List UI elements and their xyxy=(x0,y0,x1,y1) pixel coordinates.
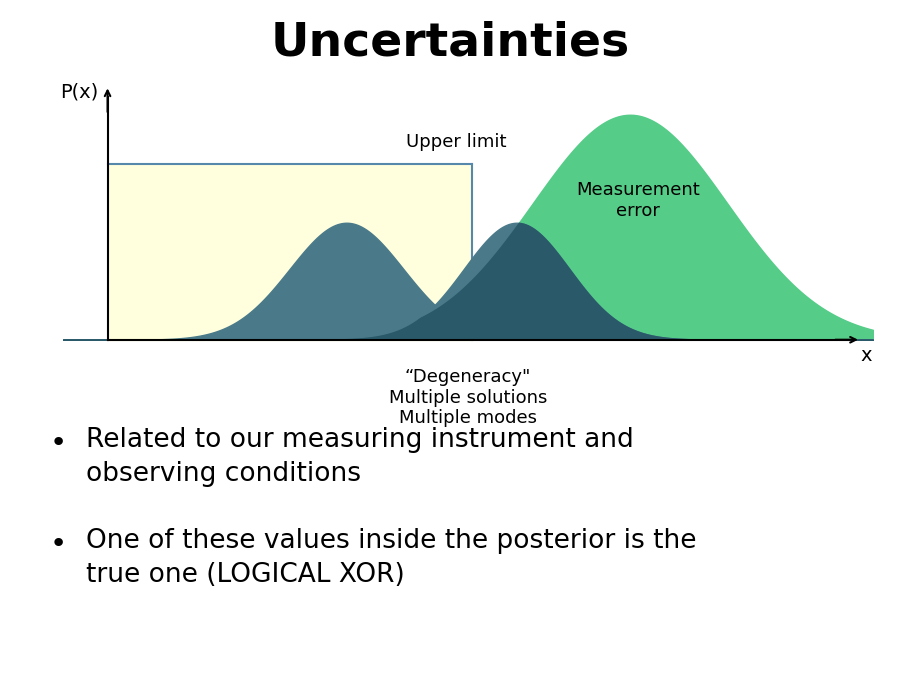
Text: Measurement
error: Measurement error xyxy=(576,181,700,219)
Text: Uncertainties: Uncertainties xyxy=(270,20,630,65)
Polygon shape xyxy=(108,164,472,340)
Text: •: • xyxy=(50,530,67,558)
Text: One of these values inside the posterior is the
true one (LOGICAL XOR): One of these values inside the posterior… xyxy=(86,528,696,588)
Text: x: x xyxy=(860,346,872,365)
Text: •: • xyxy=(50,429,67,456)
Text: Upper limit: Upper limit xyxy=(406,133,506,151)
Text: P(x): P(x) xyxy=(60,83,98,102)
Text: Related to our measuring instrument and
observing conditions: Related to our measuring instrument and … xyxy=(86,427,634,487)
Text: “Degeneracy"
Multiple solutions
Multiple modes: “Degeneracy" Multiple solutions Multiple… xyxy=(389,368,547,427)
